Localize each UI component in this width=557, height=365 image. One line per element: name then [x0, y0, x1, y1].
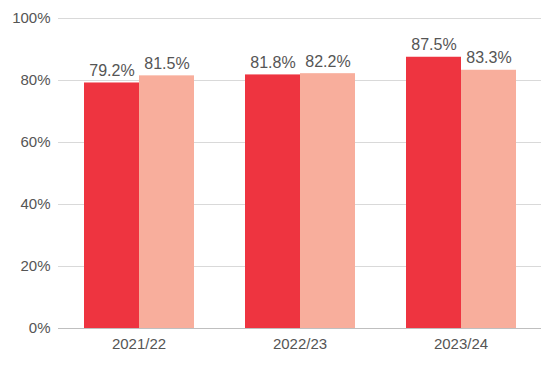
svg-text:80%: 80% — [20, 71, 50, 88]
svg-text:79.2%: 79.2% — [89, 62, 134, 79]
svg-text:20%: 20% — [20, 257, 50, 274]
svg-text:83.3%: 83.3% — [466, 49, 511, 66]
svg-text:81.5%: 81.5% — [144, 55, 189, 72]
svg-text:2022/23: 2022/23 — [273, 335, 327, 352]
svg-text:82.2%: 82.2% — [305, 53, 350, 70]
svg-text:81.8%: 81.8% — [250, 54, 295, 71]
svg-text:87.5%: 87.5% — [411, 36, 456, 53]
svg-text:100%: 100% — [12, 9, 50, 26]
svg-text:40%: 40% — [20, 195, 50, 212]
svg-text:2023/24: 2023/24 — [434, 335, 488, 352]
svg-text:0%: 0% — [29, 319, 51, 336]
svg-text:2021/22: 2021/22 — [112, 335, 166, 352]
svg-text:60%: 60% — [20, 133, 50, 150]
